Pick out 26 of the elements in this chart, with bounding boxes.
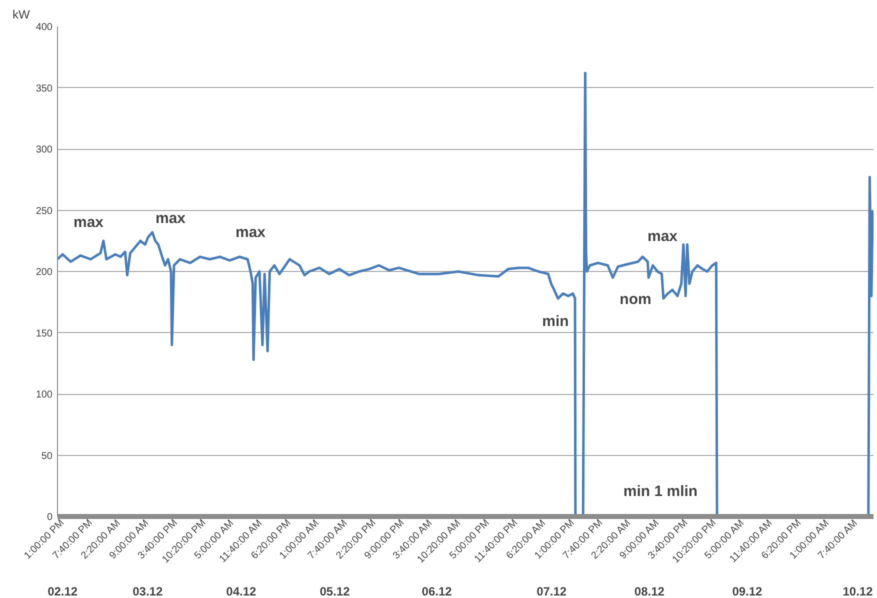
y-tick-label: 300 [36,144,53,156]
y-tick-label: 100 [36,390,53,400]
x2-tick-label: 02.12 [48,584,78,598]
x2-tick-label: 08.12 [634,584,665,598]
x2-tick-label: 06.12 [422,584,452,598]
x2-tick-label: 10.12 [842,584,874,598]
y-tick-label: 400 [36,22,53,33]
annotation: min [542,313,569,330]
y-tick-label: 150 [36,328,53,340]
annotation: min 1 mlin [623,483,698,500]
y-tick-label: 200 [36,267,53,278]
y-tick-label: 50 [41,450,53,462]
annotation: max [647,228,678,245]
x2-tick-label: 09.12 [732,584,763,598]
x2-tick-label: 07.12 [536,584,567,598]
annotation: max [235,224,266,241]
x2-tick-label: 05.12 [320,584,350,598]
y-tick-label: 350 [36,83,53,94]
x2-tick-label: 03.12 [132,584,163,598]
x2-tick-label: 04.12 [226,584,257,598]
annotation: nom [620,291,652,308]
y-tick-label: 250 [36,206,53,217]
annotation: max [73,214,104,231]
y-tick-label: 0 [46,512,53,523]
y-axis-title: kW [12,8,30,22]
annotation: max [155,210,186,227]
